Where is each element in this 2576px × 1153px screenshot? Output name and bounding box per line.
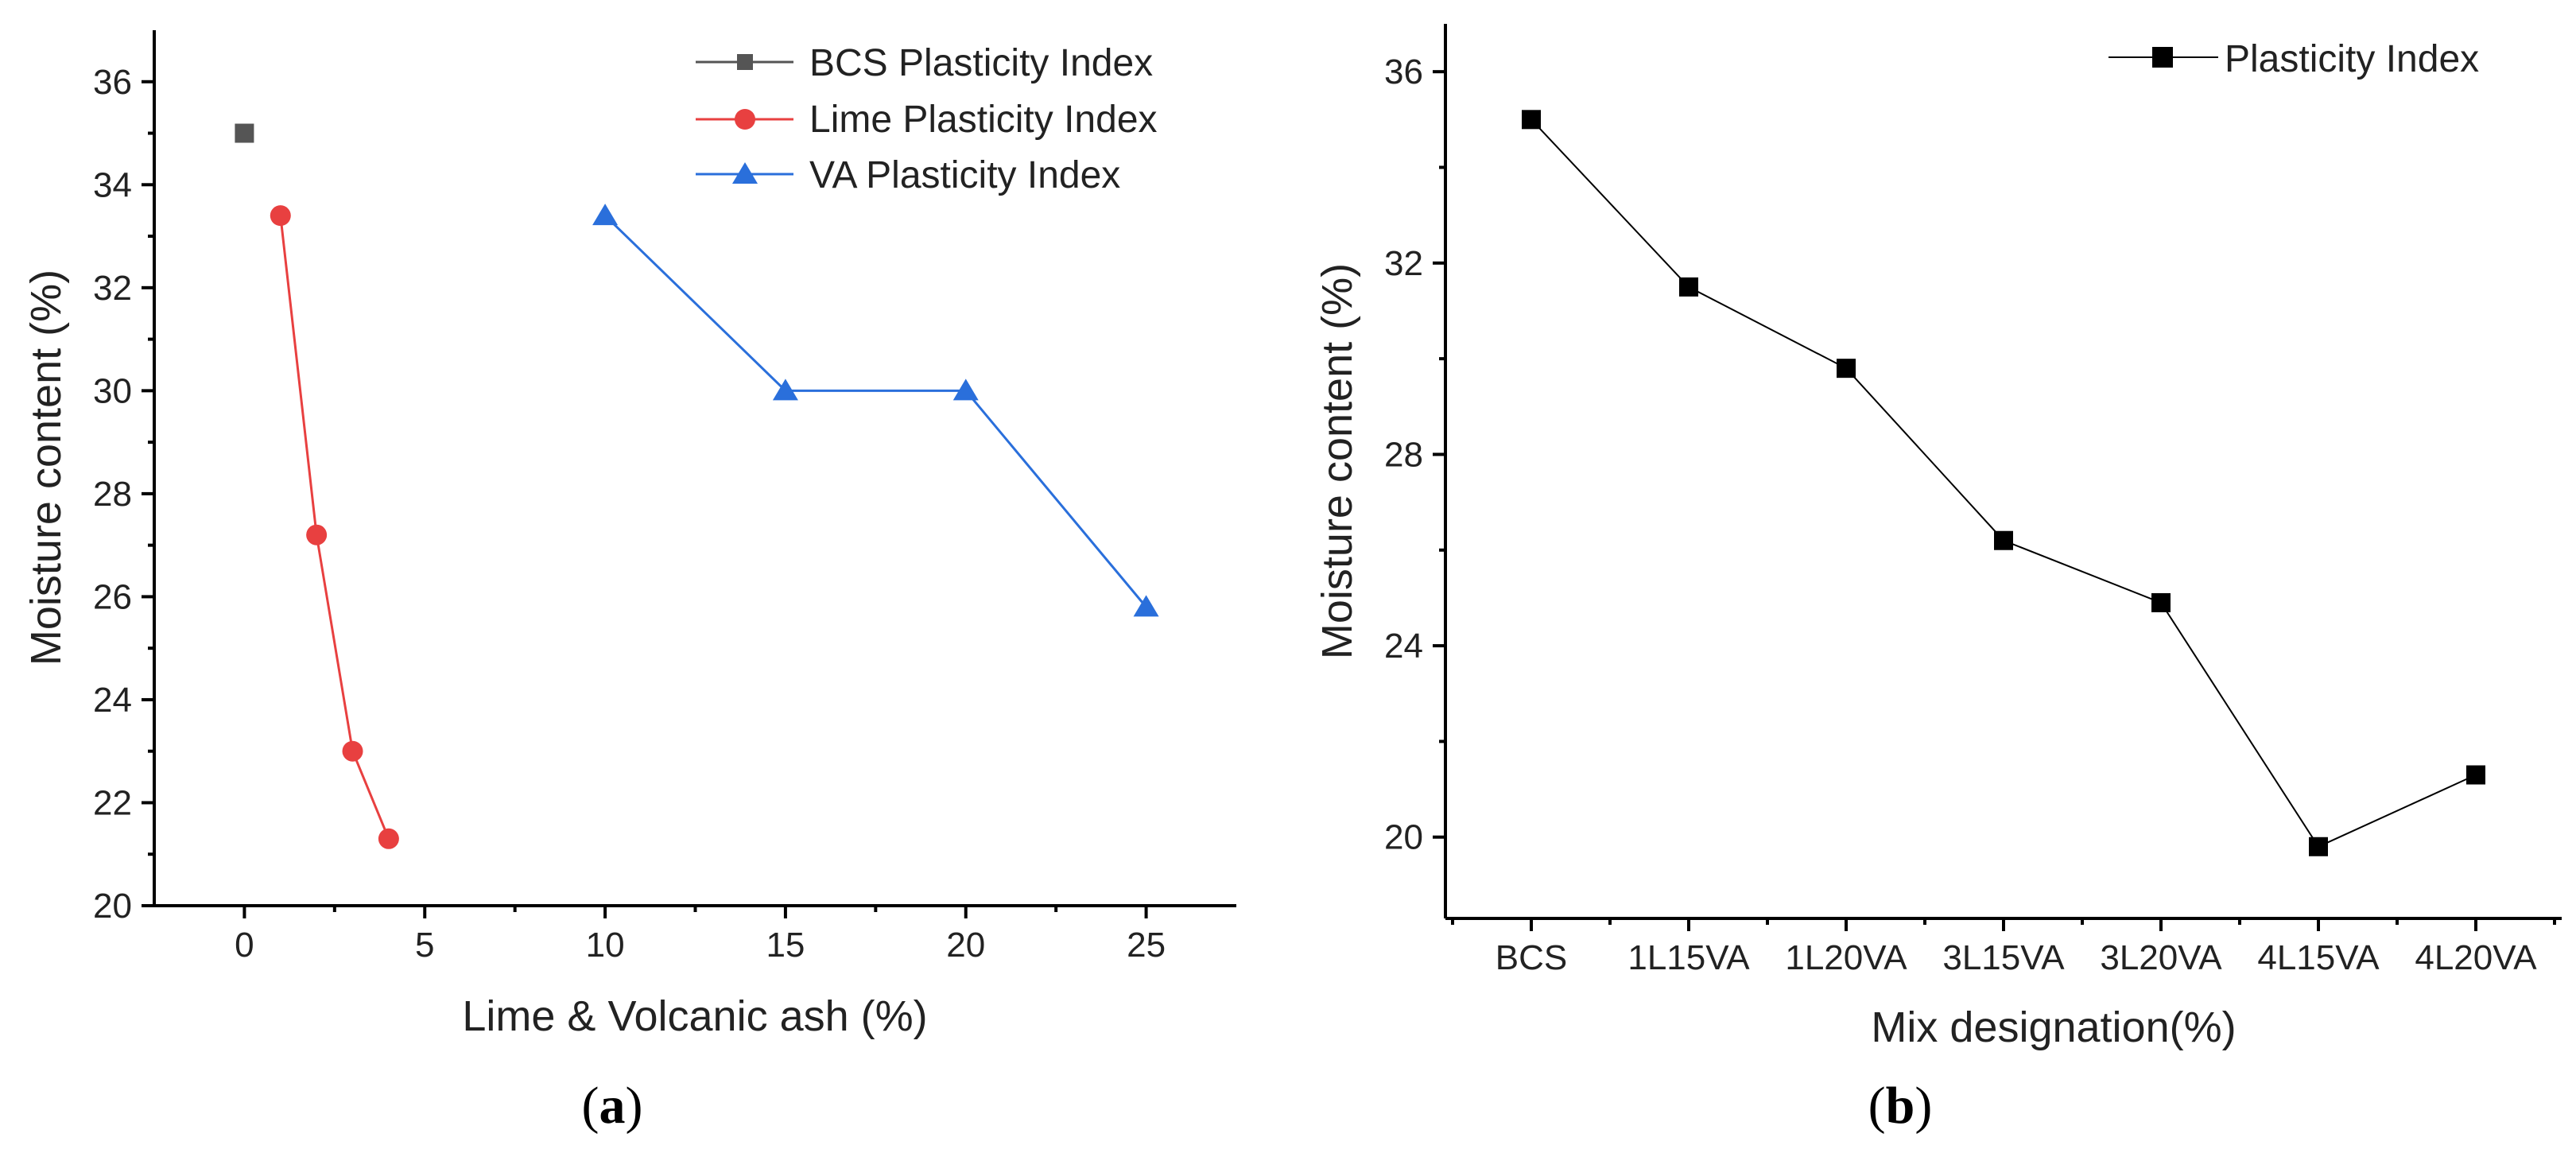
chart-a-x-tick-label: 25: [1127, 926, 1166, 965]
chart-a-x-axis-title: Lime & Volcanic ash (%): [462, 992, 927, 1040]
chart-a-y-tick-label: 30: [93, 371, 132, 410]
chart-a-y-tick-label: 26: [93, 577, 132, 616]
chart-b-data-point: [2151, 592, 2171, 612]
chart-a-y-tick-label: 36: [93, 63, 132, 102]
chart-a-x-tick-label: 0: [235, 926, 254, 965]
legend-label-va: VA Plasticity Index: [809, 154, 1120, 196]
legend-label-lime: Lime Plasticity Index: [809, 99, 1158, 141]
chart-a-x-tick-label: 5: [415, 926, 434, 965]
chart-b-series-line-0: [1530, 118, 2477, 848]
chart-a-series-line-2: [604, 215, 1147, 608]
chart-a-legend: BCS Plasticity Index Lime Plasticity Ind…: [696, 42, 1158, 196]
chart-a-series-line-1: [279, 215, 390, 840]
chart-b-data-point: [1994, 530, 2013, 550]
chart-b-x-tick-label: 4L15VA: [2257, 938, 2380, 977]
chart-a-data-point: [378, 828, 399, 849]
chart-b-data-point: [1522, 110, 1541, 130]
legend-label-bcs: BCS Plasticity Index: [809, 42, 1153, 84]
chart-a-data-point: [270, 205, 291, 227]
chart-b-y-tick-label: 28: [1384, 435, 1423, 474]
chart-b-y-tick-label: 36: [1384, 52, 1423, 91]
chart-a-x-tick-label: 15: [766, 926, 805, 965]
chart-b-data-point: [1679, 277, 1698, 297]
chart-b-x-tick-label: 4L20VA: [2415, 938, 2537, 977]
chart-a-caption: (a): [582, 1077, 643, 1135]
chart-b-x-tick-label: 1L20VA: [1785, 938, 1907, 977]
chart-b-y-axis-title: Moisture content (%): [1313, 263, 1361, 659]
chart-a-y-tick-label: 22: [93, 783, 132, 822]
chart-b-y-tick-label: 24: [1384, 627, 1423, 666]
chart-b-data-point: [2466, 765, 2485, 785]
chart-a-data-point: [592, 204, 619, 226]
chart-b-x-tick-label: 3L20VA: [2100, 938, 2222, 977]
chart-b-caption: (b): [1868, 1077, 1933, 1135]
chart-a-data-point: [772, 379, 798, 401]
chart-a-x-tick-label: 10: [586, 926, 625, 965]
chart-a-y-tick-label: 24: [93, 681, 132, 720]
legend-marker-bcs: [737, 54, 753, 70]
chart-b-data-point: [1837, 359, 1856, 379]
chart-b-data-point: [2309, 837, 2328, 856]
chart-b-x-tick-label: BCS: [1496, 938, 1567, 977]
chart-b-caption-letter: b: [1886, 1077, 1915, 1135]
legend-marker-lime: [735, 109, 755, 130]
chart-a-data-point: [952, 379, 979, 401]
chart-a-caption-letter: a: [599, 1077, 626, 1135]
chart-a-data-point: [342, 740, 363, 762]
chart-b-x-tick-label: 1L15VA: [1627, 938, 1750, 977]
chart-b-legend: Plasticity Index: [2109, 38, 2479, 80]
chart-a-y-tick-label: 34: [93, 165, 132, 204]
chart-b-y-tick-label: 32: [1384, 244, 1423, 283]
chart-a-data-point: [306, 524, 328, 545]
chart-a-data-point: [1133, 595, 1159, 617]
chart-a-y-tick-label: 32: [93, 269, 132, 308]
chart-b-x-axis-title: Mix designation(%): [1871, 1004, 2236, 1051]
chart-a-x-tick-label: 20: [946, 926, 985, 965]
chart-a-data-point: [235, 123, 254, 143]
chart-b: 20 24 28 32 36 BCS 1L15VA 1L20VA 3L15VA 3L20VA 4L1…: [1313, 24, 2562, 1135]
chart-a-y-axis-title: Moisture content (%): [22, 270, 70, 666]
chart-a: 20 22 24 26 28 30 32 34 36 0 5 10 15 20 25 Lime & Volc…: [22, 30, 1236, 1135]
legend-label-pi: Plasticity Index: [2225, 38, 2479, 80]
chart-a-y-tick-label: 28: [93, 475, 132, 514]
legend-marker-pi: [2152, 47, 2173, 68]
chart-b-x-tick-label: 3L15VA: [1942, 938, 2065, 977]
legend-marker-va: [732, 162, 758, 184]
chart-b-y-tick-label: 20: [1384, 818, 1423, 857]
chart-a-y-tick-label: 20: [93, 887, 132, 926]
